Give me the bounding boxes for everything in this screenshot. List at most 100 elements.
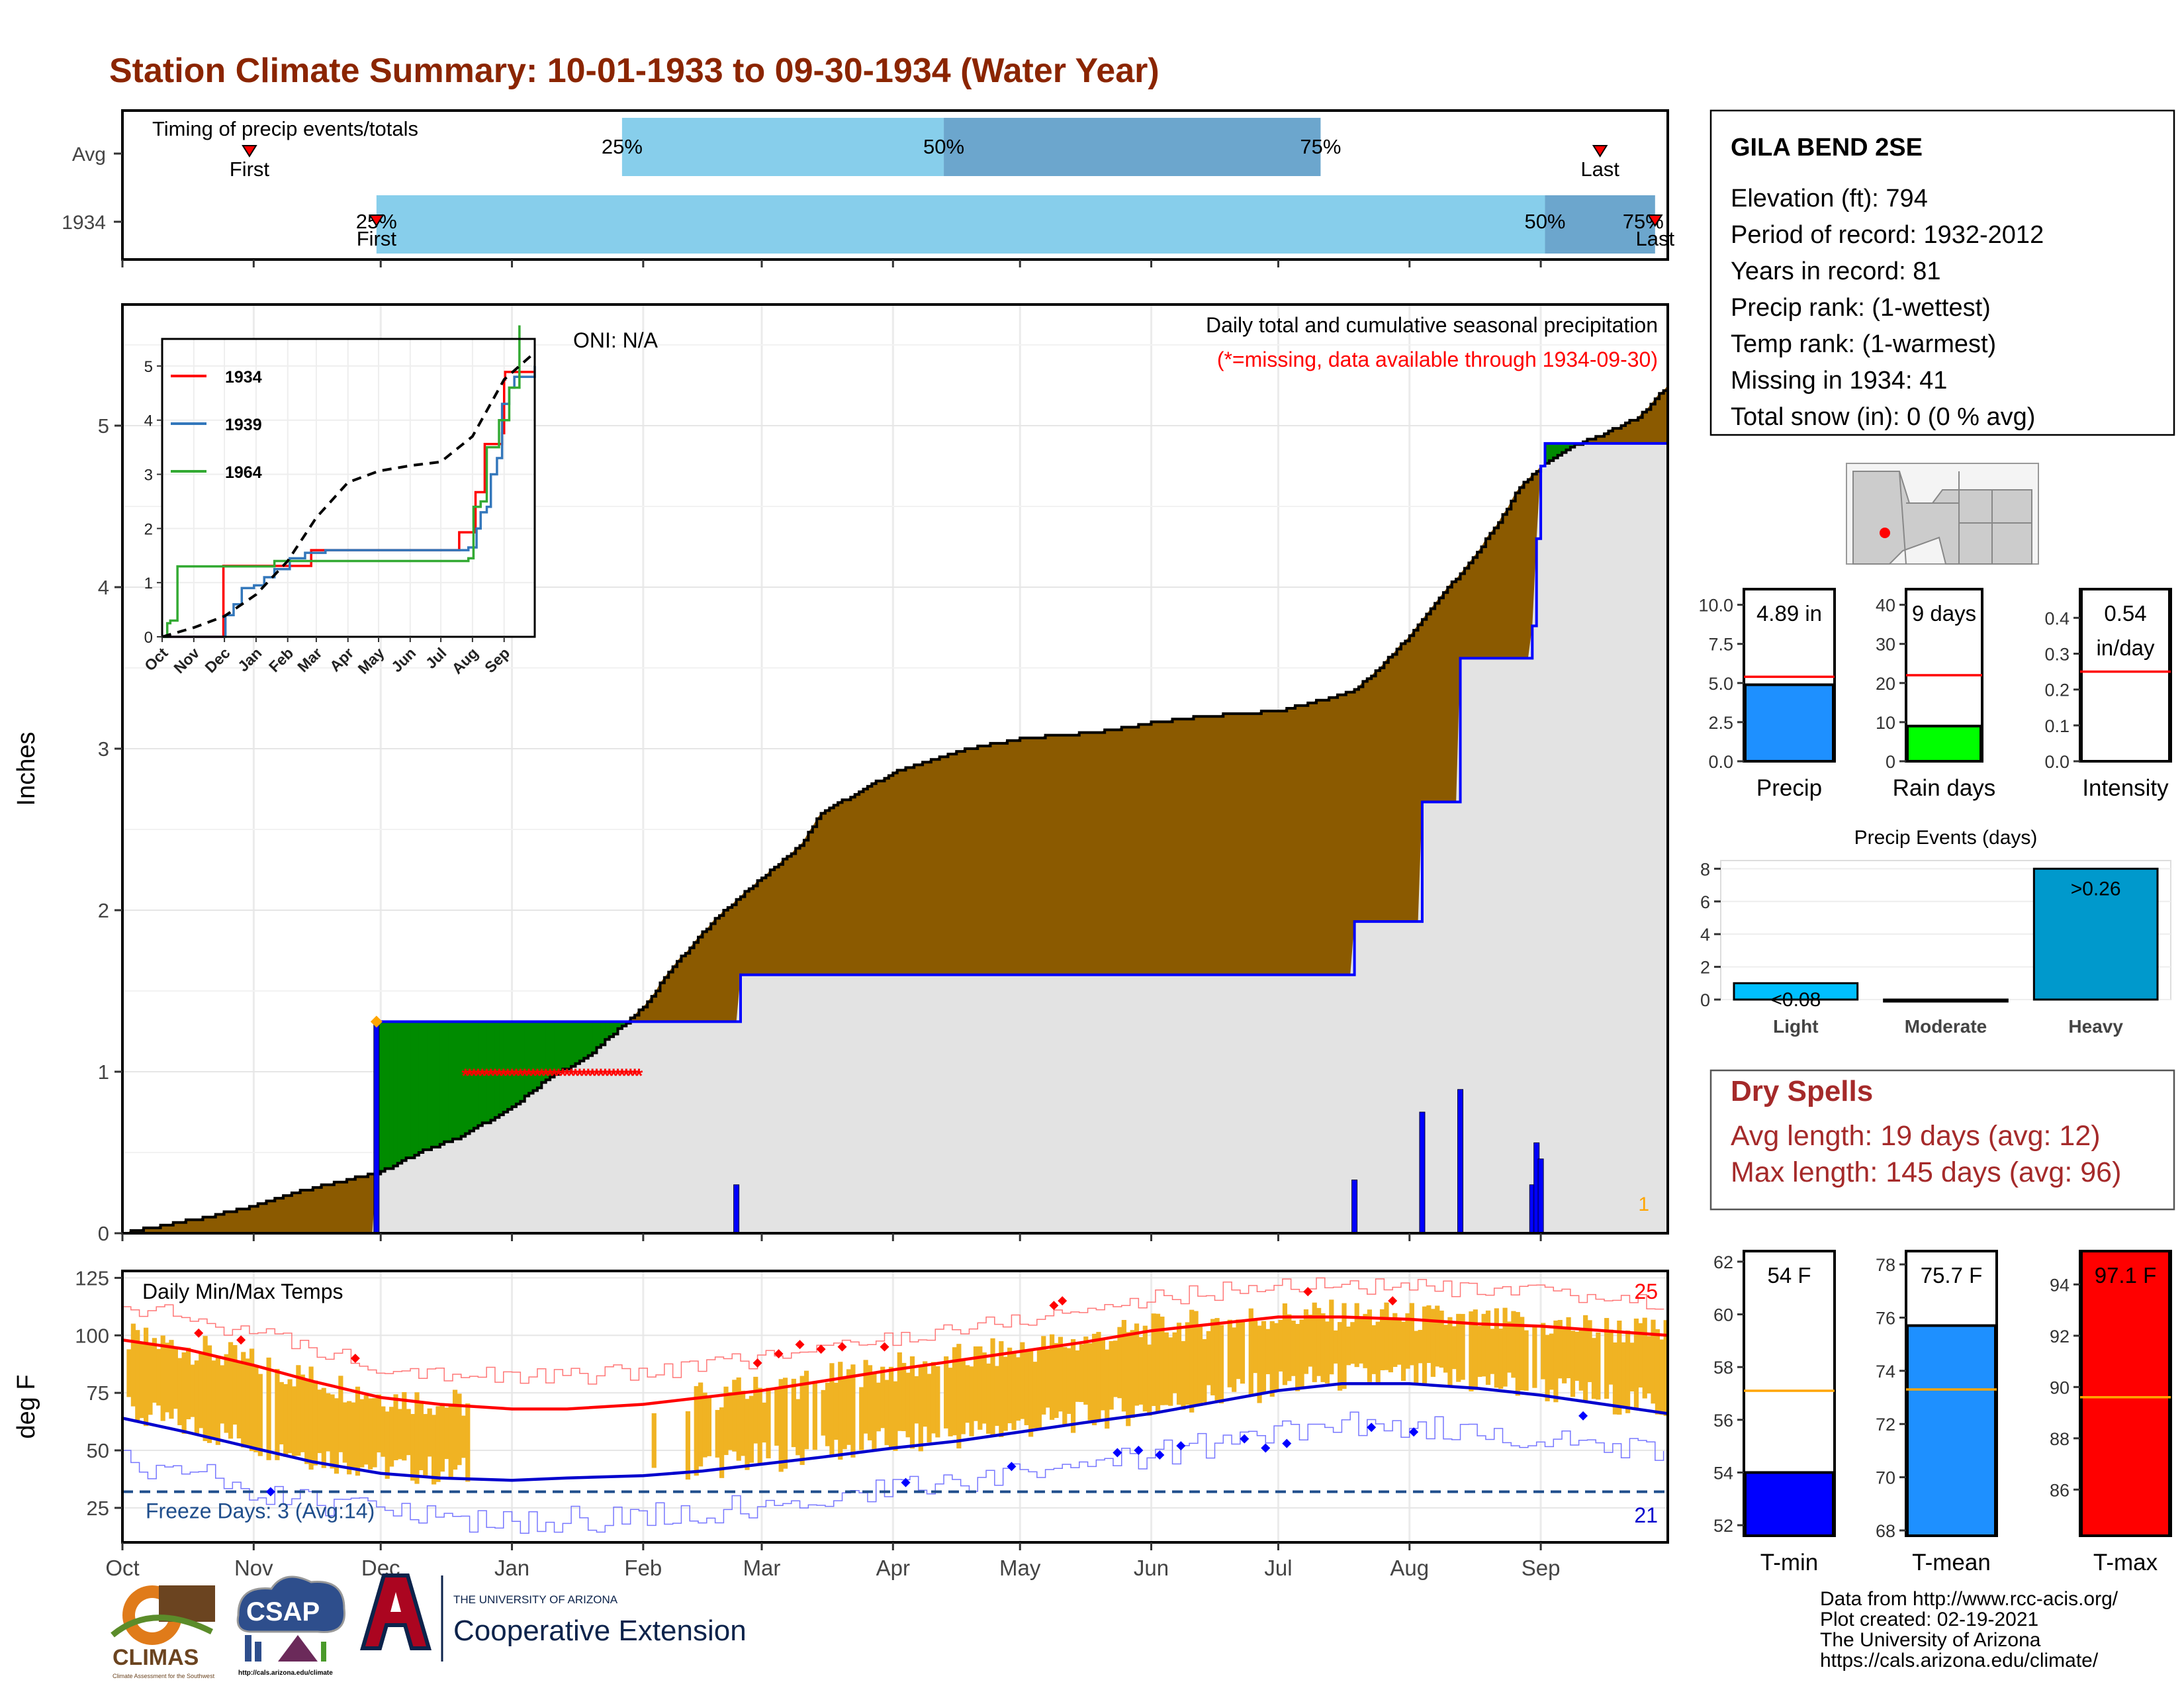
gauge-label: Intensity xyxy=(2082,775,2169,801)
daily-temp-bar xyxy=(719,1407,725,1478)
station-line-6: Total snow (in): 0 (0 % avg) xyxy=(1731,403,2035,431)
timing-first-marker xyxy=(369,214,385,227)
daily-temp-bar xyxy=(190,1364,195,1417)
daily-temp-bar xyxy=(220,1365,225,1424)
daily-temp-bar xyxy=(753,1376,758,1444)
station-line-4: Temp rank: (1-warmest) xyxy=(1731,330,1996,358)
surplus-area xyxy=(529,1021,534,1094)
daily-temp-bar xyxy=(126,1349,132,1397)
gauge-y-tick-label: 7.5 xyxy=(1708,635,1733,655)
temps-y-tick-label: 125 xyxy=(75,1266,109,1289)
missing-marker: * xyxy=(597,1065,605,1087)
gauge-y-tick-label: 0.0 xyxy=(1708,752,1733,772)
daily-temp-bar xyxy=(1659,1339,1664,1415)
events-y-tick-label: 6 xyxy=(1700,892,1710,912)
temps-y-tick-label: 100 xyxy=(75,1324,109,1347)
daily-temp-bar xyxy=(211,1360,216,1438)
surplus-area xyxy=(381,1021,386,1172)
daily-temp-bar xyxy=(1151,1313,1156,1406)
missing-marker: * xyxy=(466,1065,474,1087)
daily-temp-bar xyxy=(1054,1342,1059,1419)
gauge-y-tick-label: 0.4 xyxy=(2044,608,2070,628)
surplus-area xyxy=(482,1021,487,1125)
station-line-2: Years in record: 81 xyxy=(1731,258,1941,285)
daily-temp-bar xyxy=(702,1392,707,1458)
surplus-area xyxy=(567,1021,572,1068)
daily-temp-bar xyxy=(1549,1333,1555,1390)
daily-temp-bar xyxy=(956,1344,962,1449)
daily-temp-bar xyxy=(461,1415,466,1458)
surplus-area xyxy=(621,1021,627,1026)
gauge-bar xyxy=(2080,588,2171,763)
daily-temp-bar xyxy=(1553,1320,1559,1403)
inset-y-tick-label: 5 xyxy=(144,358,153,376)
missing-marker: * xyxy=(559,1065,567,1087)
surplus-area xyxy=(385,1021,390,1170)
surplus-area xyxy=(490,1021,496,1119)
daily-temp-bar xyxy=(1345,1326,1351,1366)
record-low-line xyxy=(122,1411,1664,1534)
missing-marker: * xyxy=(504,1065,512,1087)
daily-temp-bar xyxy=(1578,1329,1584,1391)
daily-temp-bar xyxy=(1570,1331,1576,1397)
surplus-area xyxy=(499,1021,504,1115)
gauge-value-label: 9 days xyxy=(1912,601,1976,626)
daily-temp-bar xyxy=(1520,1317,1525,1391)
daily-temp-bar xyxy=(1506,1321,1512,1373)
record-high-marker xyxy=(1388,1296,1398,1306)
daily-temp-bar xyxy=(685,1411,691,1480)
surplus-area xyxy=(435,1021,441,1147)
daily-temp-bar xyxy=(1236,1319,1241,1380)
daily-temp-bar xyxy=(1087,1343,1093,1421)
daily-temp-bar xyxy=(376,1394,382,1453)
gauge-value-label: 97.1 F xyxy=(2095,1263,2157,1288)
inset-series-line xyxy=(162,365,536,638)
daily-temp-bar xyxy=(1405,1313,1410,1369)
daily-temp-bar xyxy=(1456,1313,1461,1382)
inset-y-tick-label: 4 xyxy=(144,412,153,430)
daily-precip-bar xyxy=(733,1184,740,1234)
missing-marker: * xyxy=(572,1065,580,1087)
gauge-bar xyxy=(1906,724,1982,763)
precip-y-tick-label: 0 xyxy=(98,1222,109,1245)
temps-month-label: Nov xyxy=(234,1556,273,1580)
missing-marker: * xyxy=(478,1065,486,1087)
daily-temp-bar xyxy=(1105,1349,1110,1429)
precip-frame xyxy=(121,303,1669,1235)
cumulative-1934-line xyxy=(122,442,1668,1235)
gauge-y-tick-label: 76 xyxy=(1876,1308,1895,1328)
gauge-value-label: 0.54 xyxy=(2104,601,2146,626)
daily-temp-bar xyxy=(1062,1346,1068,1425)
daily-temp-bar xyxy=(402,1392,407,1461)
gauge-label: T-min xyxy=(1760,1550,1819,1575)
daily-precip-bar xyxy=(1419,1111,1426,1234)
surplus-area xyxy=(444,1021,449,1143)
gauge-value-label: 54 F xyxy=(1767,1263,1811,1288)
daily-temp-bar xyxy=(1269,1321,1275,1397)
surplus-area xyxy=(397,1021,402,1164)
daily-temp-bar xyxy=(952,1347,958,1436)
daily-temp-bar xyxy=(1363,1313,1368,1368)
events-y-tick-label: 4 xyxy=(1700,925,1710,945)
daily-temp-bar xyxy=(732,1380,737,1452)
daily-temp-bar xyxy=(1138,1336,1144,1405)
daily-temp-bar xyxy=(918,1365,923,1452)
precip-y-tick-label: 2 xyxy=(98,899,109,922)
daily-temp-bar xyxy=(1439,1310,1444,1368)
daily-precip-bar xyxy=(1537,1158,1544,1234)
daily-temp-bar xyxy=(1058,1336,1063,1412)
csap-logo-text: CSAP xyxy=(246,1597,320,1626)
daily-temp-bar xyxy=(410,1414,416,1481)
missing-marker: * xyxy=(487,1065,495,1087)
gauge-label: T-mean xyxy=(1912,1550,1991,1575)
daily-temp-bar xyxy=(990,1338,995,1435)
daily-temp-bar xyxy=(1409,1303,1414,1366)
surplus-area xyxy=(494,1021,500,1117)
footer-line-1: Plot created: 02-19-2021 xyxy=(1820,1609,2038,1630)
event-bar xyxy=(1883,998,2009,1003)
footer-line-0: Data from http://www.rcc-acis.org/ xyxy=(1820,1588,2118,1610)
record-low-marker xyxy=(1155,1450,1165,1460)
gauge-y-tick-label: 20 xyxy=(1876,674,1895,694)
event-bar-label: >0.26 xyxy=(2071,878,2121,900)
temps-month-label: Oct xyxy=(105,1556,139,1580)
